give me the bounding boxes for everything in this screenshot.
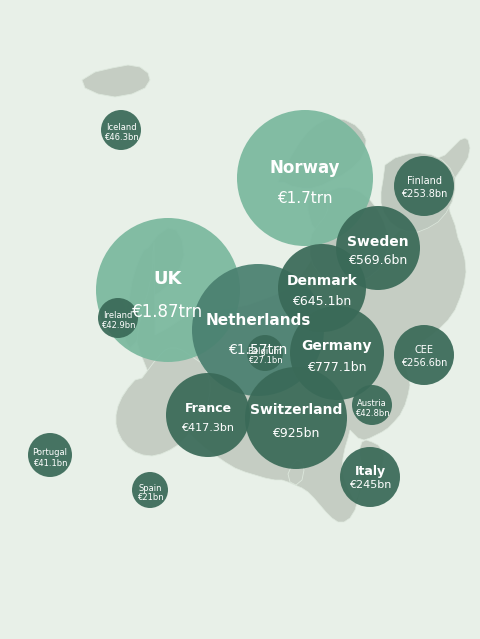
Circle shape: [278, 244, 366, 332]
Circle shape: [166, 373, 250, 457]
Circle shape: [352, 385, 392, 425]
Circle shape: [132, 472, 168, 508]
Text: Belgium: Belgium: [248, 347, 282, 356]
Polygon shape: [310, 188, 388, 285]
Text: Portugal: Portugal: [33, 449, 68, 458]
Text: France: France: [184, 402, 231, 415]
Text: €777.1bn: €777.1bn: [307, 360, 367, 374]
Text: Iceland: Iceland: [106, 123, 136, 132]
Text: €1.7trn: €1.7trn: [277, 191, 333, 206]
Text: €27.1bn: €27.1bn: [248, 356, 282, 365]
Text: Finland: Finland: [407, 176, 442, 185]
Text: €645.1bn: €645.1bn: [292, 295, 352, 308]
Polygon shape: [124, 228, 184, 348]
Polygon shape: [381, 153, 455, 232]
Text: €41.1bn: €41.1bn: [33, 459, 67, 468]
Circle shape: [336, 206, 420, 290]
Text: Spain: Spain: [138, 484, 162, 493]
Text: CEE: CEE: [415, 344, 433, 355]
Polygon shape: [116, 348, 210, 456]
Text: Austria: Austria: [357, 399, 387, 408]
Circle shape: [98, 298, 138, 338]
Text: €1.57trn: €1.57trn: [228, 343, 288, 357]
Text: €245bn: €245bn: [349, 481, 391, 490]
Circle shape: [290, 306, 384, 400]
Circle shape: [28, 433, 72, 477]
Circle shape: [101, 110, 141, 150]
Text: Ireland: Ireland: [103, 311, 132, 321]
Text: Germany: Germany: [302, 339, 372, 353]
Circle shape: [237, 110, 373, 246]
Polygon shape: [100, 298, 126, 332]
Circle shape: [394, 156, 454, 216]
Polygon shape: [82, 65, 150, 97]
Text: €46.3bn: €46.3bn: [104, 134, 138, 142]
Polygon shape: [278, 118, 366, 188]
Text: €569.6bn: €569.6bn: [348, 254, 408, 267]
Text: Norway: Norway: [270, 159, 340, 177]
Text: Switzerland: Switzerland: [250, 403, 342, 417]
Circle shape: [96, 218, 240, 362]
Text: €256.6bn: €256.6bn: [401, 358, 447, 369]
Circle shape: [394, 325, 454, 385]
Text: Netherlands: Netherlands: [205, 312, 311, 328]
Circle shape: [340, 447, 400, 507]
Text: UK: UK: [154, 270, 182, 288]
Text: €1.87trn: €1.87trn: [132, 303, 204, 321]
Text: €21bn: €21bn: [137, 493, 163, 502]
Circle shape: [247, 335, 283, 371]
Text: Sweden: Sweden: [347, 235, 409, 249]
Circle shape: [245, 367, 347, 469]
Text: €417.3bn: €417.3bn: [181, 422, 235, 433]
Text: €925bn: €925bn: [272, 427, 320, 440]
Polygon shape: [137, 138, 470, 522]
Polygon shape: [288, 460, 304, 485]
Text: Denmark: Denmark: [287, 274, 358, 288]
Circle shape: [192, 264, 324, 396]
Text: Italy: Italy: [354, 465, 385, 478]
Text: €42.8bn: €42.8bn: [355, 408, 389, 417]
Text: €42.9bn: €42.9bn: [101, 321, 135, 330]
Text: €253.8bn: €253.8bn: [401, 189, 447, 199]
